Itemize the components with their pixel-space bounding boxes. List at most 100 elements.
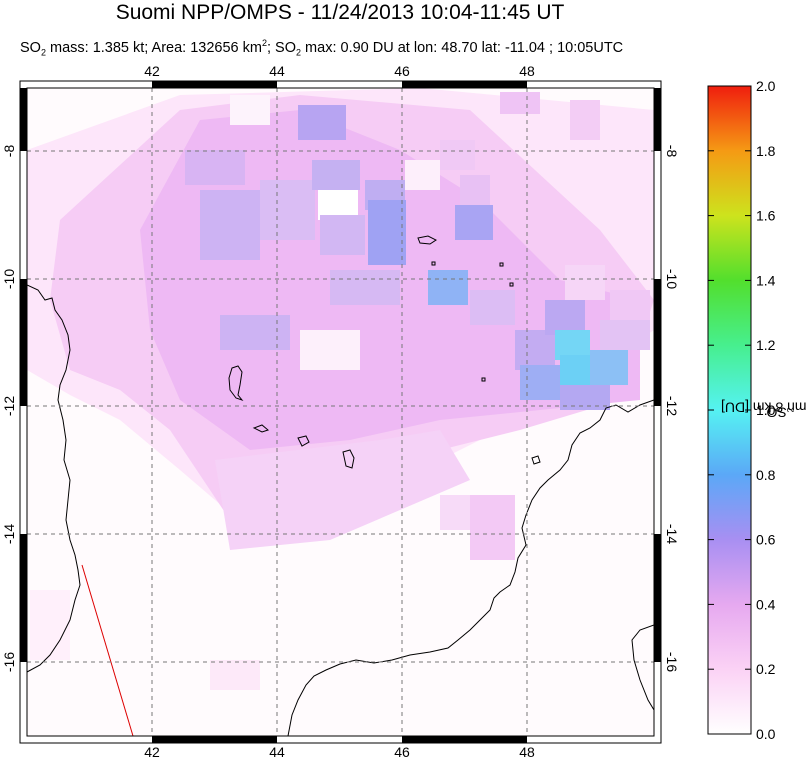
colorbar-tick-label: 1.8 [756, 143, 776, 159]
map-subtitle: SO2 mass: 1.385 kt; Area: 132656 km2; SO… [20, 34, 720, 62]
so2-pixel [470, 290, 515, 325]
so2-pixel [330, 270, 400, 305]
subtitle-superscript: 2 [261, 38, 267, 48]
so2-pixel-layer [27, 88, 654, 690]
frame-segment [152, 81, 277, 88]
lon-labels-top: 42 44 46 48 [144, 63, 535, 79]
island-small [481, 377, 486, 382]
lat-label-right: -12 [664, 396, 680, 416]
lon-label-bottom: 42 [144, 744, 160, 759]
lat-labels-left: -8 -10 -12 -14 -16 [1, 145, 17, 673]
colorbar-tick-label: 0.6 [756, 532, 776, 548]
colorbar-tick-label: 2.0 [756, 78, 776, 94]
so2-pixel [610, 290, 650, 320]
so2-pixel-max [560, 355, 595, 390]
frame-segment [402, 736, 527, 743]
lon-label-bottom: 46 [394, 744, 410, 759]
colorbar-tick-label: 0.2 [756, 661, 776, 677]
so2-pixel [570, 100, 600, 140]
lon-label-top: 48 [519, 63, 535, 79]
madagascar-east-coastline [631, 624, 654, 711]
colorbar-tick-label: 0.4 [756, 596, 776, 612]
frame-segment [654, 279, 661, 406]
so2-pixel [515, 330, 555, 370]
lon-label-top: 46 [394, 63, 410, 79]
frame-segment [402, 81, 527, 88]
colorbar-tick-label: 0.0 [756, 726, 776, 742]
frame-segment [654, 534, 661, 662]
subtitle-subscript-2: 2 [296, 47, 302, 58]
subtitle-rest: max: 0.90 DU at lon: 48.70 lat: -11.04 ;… [301, 39, 624, 56]
lon-label-bottom: 48 [519, 744, 535, 759]
island-small [509, 282, 514, 287]
so2-gap [405, 160, 440, 190]
lat-label-right: -16 [664, 652, 680, 672]
lat-label-right: -8 [664, 145, 680, 158]
lat-label-left: -8 [1, 145, 17, 158]
subtitle-prefix: SO [20, 39, 41, 56]
so2-patch [470, 495, 515, 560]
coastlines [27, 235, 654, 736]
so2-pixel [428, 270, 468, 305]
lon-label-top: 42 [144, 63, 160, 79]
frame-inner-outline [26, 87, 655, 737]
lon-label-top: 44 [269, 63, 285, 79]
africa-coastline [27, 284, 81, 673]
subtitle-mass: mass: 1.385 kt; Area: 132656 km [45, 39, 262, 56]
lat-label-left: -10 [1, 269, 17, 289]
subtitle-subscript: 2 [40, 47, 46, 58]
colorbar-tick-label: 1.4 [756, 272, 776, 288]
so2-pixel [560, 385, 610, 410]
so2-pixel [220, 315, 290, 350]
map-title: Suomi NPP/OMPS - 11/24/2013 10:04-11:45 … [115, 1, 565, 24]
frame-segment [654, 88, 661, 151]
so2-pixel [312, 160, 360, 190]
so2-pixel [185, 150, 245, 185]
island-moheli [252, 424, 270, 433]
so2-pixel [260, 180, 315, 240]
colorbar: 0.0 0.2 0.4 0.6 0.8 1.0 1.2 1.4 1.6 1.8 2.0 [707, 78, 776, 742]
island-aldabra [417, 235, 437, 245]
colorbar-tick-label: 0.8 [756, 467, 776, 483]
so2-pixel [200, 190, 260, 260]
frame-segment [20, 534, 27, 662]
so2-pixel [600, 320, 650, 350]
frame-segment [20, 279, 27, 406]
so2-patch [30, 590, 70, 660]
lat-label-right: -10 [664, 269, 680, 289]
lon-labels-bottom: 42 44 46 48 [144, 744, 535, 759]
colorbar-tick-label: 1.0 [756, 402, 776, 418]
map-frame [19, 80, 662, 744]
so2-pixel [500, 92, 540, 114]
island-small [431, 261, 436, 266]
island-anjouan [297, 435, 310, 447]
colorbar-label-rest: column 8 km [DU] [720, 399, 807, 416]
lat-labels-right: -8 -10 -12 -14 -16 [664, 145, 680, 673]
lat-label-left: -14 [1, 524, 17, 544]
lat-label-left: -12 [1, 396, 17, 416]
so2-gap [230, 95, 270, 125]
so2-pixel [368, 200, 406, 265]
lat-label-left: -16 [1, 652, 17, 672]
island-nosy-be [531, 455, 541, 465]
so2-gap [300, 330, 360, 370]
frame-segment [20, 88, 27, 151]
so2-pixel [520, 365, 562, 400]
swath-edge-line [81, 564, 134, 737]
colorbar-tick-label: 1.6 [756, 208, 776, 224]
lon-label-bottom: 44 [269, 744, 285, 759]
so2-pixel [320, 215, 365, 255]
so2-patch [210, 660, 260, 690]
subtitle-separator: ; SO [267, 39, 297, 56]
so2-pixel [298, 105, 346, 140]
colorbar-tick-label: 1.2 [756, 337, 776, 353]
madagascar-coastline [287, 399, 654, 736]
so2-pixel [440, 140, 475, 170]
so2-pixel [565, 265, 605, 300]
frame-segment [152, 736, 277, 743]
so2-patch-lower [215, 430, 470, 550]
frame-outline [19, 80, 662, 744]
so2-pixel [460, 175, 490, 205]
lat-label-right: -14 [664, 524, 680, 544]
